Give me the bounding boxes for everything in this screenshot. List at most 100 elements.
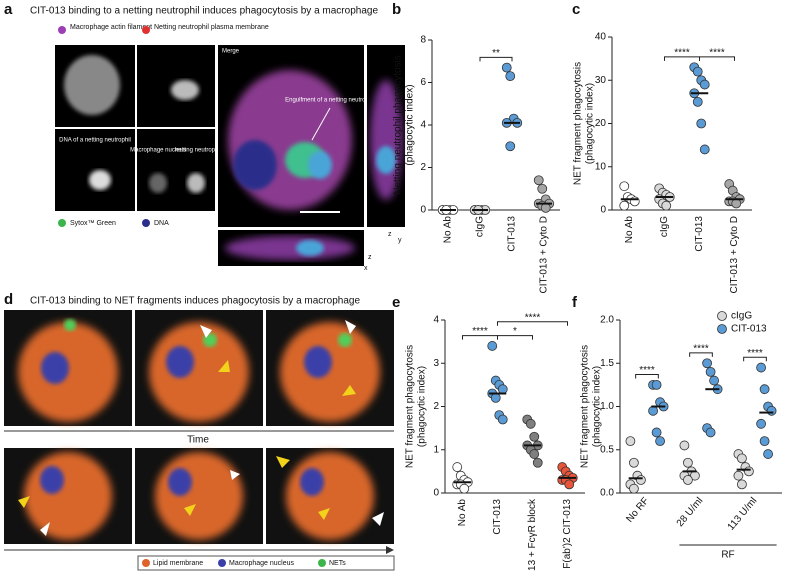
significance-bracket [689,352,713,357]
micro-label: Engulfment of a netting neutrophil [285,98,375,104]
dot [497,384,508,395]
axis-letter: x [364,265,368,272]
legend-label: Lipid membrane [153,560,203,567]
dot [683,475,693,485]
y-axis-label: NET fragment phagocytosis [405,345,416,468]
dot [648,405,658,416]
y-axis-label: NET fragment phagocytosis [580,345,591,468]
y-tick-label: 10 [595,161,607,172]
dot [699,79,710,90]
significance-bracket [635,373,659,379]
dot [756,418,766,429]
y-tick-label: 8 [420,35,426,46]
significance-bracket [479,56,513,62]
nucleus [233,140,277,190]
dot [679,440,690,451]
frame [4,310,132,426]
frame [266,448,394,544]
legend-label: DNA [154,220,169,227]
x-tick-label: No Ab [624,216,635,244]
dot [459,483,470,494]
y-axis-label: (phagocytic index) [417,366,428,447]
dot [692,66,703,77]
x-tick-label: cIgG [475,216,486,237]
dot [737,479,747,490]
dot [737,453,747,464]
legend-swatch [717,324,727,334]
legend-label: cIgG [731,311,752,322]
cell [171,80,199,100]
significance-label: **** [472,326,488,337]
significance-bracket [743,356,767,362]
y-tick-label: 0 [433,488,439,499]
dot [537,183,548,194]
micrograph [137,129,215,211]
significance-bracket [497,321,568,326]
dot [759,436,770,447]
dot [525,418,536,429]
x-tick-label: CIT-013 + Cyto D [729,216,740,294]
dot [759,384,770,395]
legend-dot [142,559,150,567]
y-axis-label: NET fragment phagocytosis [573,62,584,185]
frame [135,310,263,426]
dot [709,375,719,386]
dot [564,479,575,490]
dot [497,414,508,425]
x-tick-label: No Ab [457,499,468,527]
time-label: Time [187,435,209,446]
frame [135,448,263,544]
y-tick-label: 2 [433,401,439,412]
dot [766,405,777,416]
dot [705,366,716,377]
panel-letter: f [572,294,578,311]
cell [228,70,352,210]
merge-label: Merge [222,49,240,55]
micro-label: Macrophage nucleus [130,148,186,154]
legend-box [137,555,395,571]
cell [64,55,120,115]
panel-letter: a [4,1,13,18]
panel-title: CIT-013 binding to a netting neutrophil … [30,6,378,17]
dot [705,427,716,438]
cell [225,236,355,260]
legend-dot [58,26,66,34]
dot [651,379,662,390]
dot [625,436,636,447]
dot [763,449,773,459]
axis-letter: y [398,237,402,244]
x-tick-label: CIT-013 + Cyto D [539,216,550,294]
arrow [311,107,331,141]
dot [505,141,516,152]
dot [501,62,512,73]
group-label: RF [721,550,734,561]
dot [619,200,630,211]
dot [540,202,551,213]
dot [529,449,540,459]
dot [731,198,742,209]
dot [452,462,463,472]
legend-dot [218,559,226,567]
legend-dot [318,559,326,567]
cell [149,173,167,193]
dot [692,96,703,107]
y-tick-label: 20 [595,118,607,129]
dot [636,475,646,485]
y-tick-label: 30 [595,75,607,86]
x-tick-label: 113 U/ml [726,496,760,533]
x-tick-label: CIT-013 + FcγR block [527,498,538,571]
arrow-head [386,546,394,554]
dot [661,200,672,211]
x-tick-label: No RF [624,496,651,525]
frame [266,310,394,426]
dot [529,431,540,442]
micro-label: netting neutrophil [175,148,221,154]
y-tick-label: 0.0 [600,488,614,499]
significance-bracket [699,56,735,61]
y-axis-label: Netting neutrophil phagocytosis [393,55,404,195]
axis-letter: z [368,254,372,261]
y-tick-label: 2 [420,162,426,173]
legend-label: Netting neutrophil plasma membrane [154,24,269,31]
